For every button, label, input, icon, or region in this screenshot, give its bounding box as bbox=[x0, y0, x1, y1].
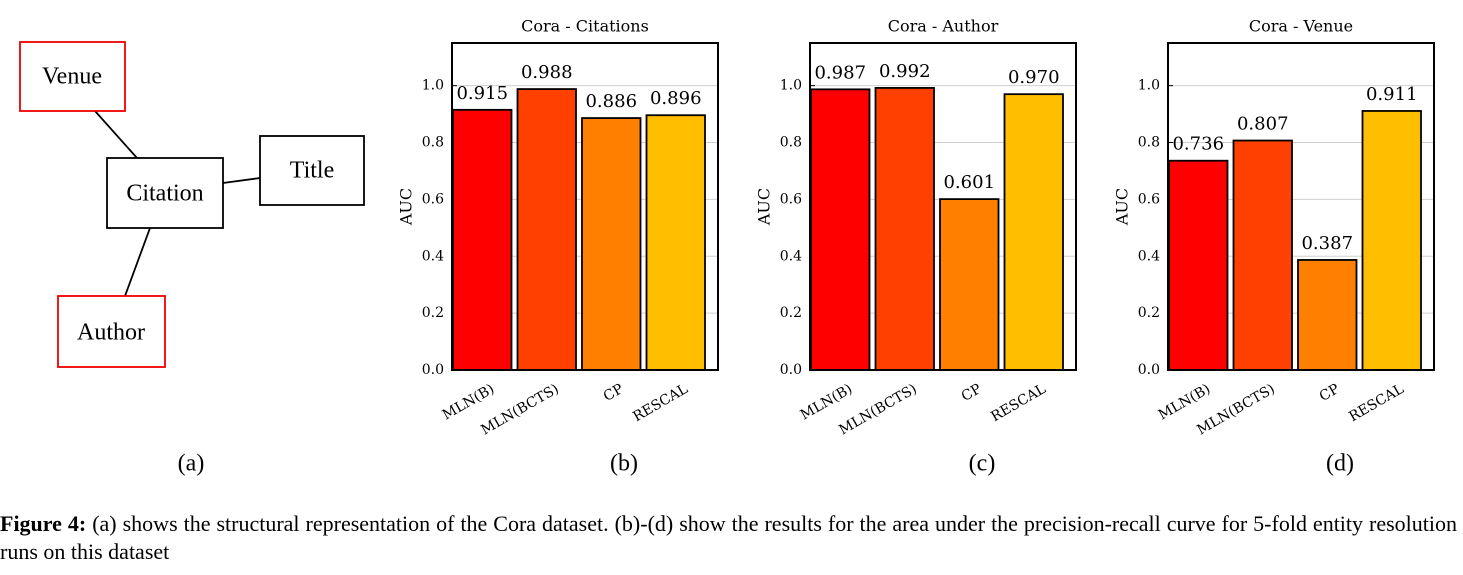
node-box bbox=[57, 295, 166, 368]
y-tick-label: 0.0 bbox=[422, 362, 444, 378]
y-tick-label: 0.8 bbox=[1138, 135, 1160, 151]
y-tick-label: 0.6 bbox=[422, 191, 444, 207]
x-tick-label: MLN(B) bbox=[798, 381, 855, 423]
axes-frame bbox=[1167, 42, 1435, 371]
y-tick-label: 1.0 bbox=[422, 78, 444, 94]
x-tick-label: MLN(B) bbox=[1156, 381, 1213, 423]
y-tick-label: 0.4 bbox=[422, 248, 444, 264]
value-label: 0.886 bbox=[585, 91, 637, 112]
y-tick-label: 0.8 bbox=[422, 135, 444, 151]
bar bbox=[1168, 159, 1229, 371]
x-tick-label: CP bbox=[601, 381, 626, 405]
bar bbox=[1003, 93, 1064, 371]
y-tick-label: 1.0 bbox=[1138, 78, 1160, 94]
value-label: 0.807 bbox=[1237, 114, 1289, 135]
y-tick-label: 0.4 bbox=[780, 248, 802, 264]
axes-frame bbox=[809, 42, 1077, 371]
y-axis-label: AUC bbox=[1113, 188, 1132, 226]
bar bbox=[1297, 259, 1358, 371]
value-label: 0.736 bbox=[1172, 134, 1224, 155]
bar bbox=[874, 87, 935, 371]
node-label: Title bbox=[290, 158, 334, 184]
y-tick-label: 0.2 bbox=[780, 305, 802, 321]
chart-title: Cora - Venue bbox=[1249, 17, 1353, 36]
y-tick-label: 0.2 bbox=[422, 305, 444, 321]
caption-label: Figure 4: bbox=[0, 511, 87, 536]
edge bbox=[124, 227, 151, 297]
figure: Venue Citation Title Author (a) 0.0 0.2 0.… bbox=[19, 17, 1435, 477]
panel-label: (c) bbox=[969, 451, 996, 477]
node-label: Venue bbox=[42, 64, 102, 90]
y-tick-label: 1.0 bbox=[780, 78, 802, 94]
value-label: 0.896 bbox=[650, 88, 702, 109]
y-tick-label: 0.2 bbox=[1138, 305, 1160, 321]
y-tick-label: 0.0 bbox=[1138, 362, 1160, 378]
bar bbox=[1232, 139, 1293, 371]
value-label: 0.601 bbox=[943, 172, 995, 193]
caption-text: (a) shows the structural representation … bbox=[0, 511, 1458, 564]
node-box bbox=[106, 157, 224, 229]
panel-label: (a) bbox=[178, 451, 205, 477]
x-tick-label: RESCAL bbox=[988, 381, 1048, 425]
node-box bbox=[259, 135, 365, 206]
x-tick-label: RESCAL bbox=[1346, 381, 1406, 425]
x-tick-label: CP bbox=[959, 381, 984, 405]
axes-frame bbox=[451, 42, 719, 371]
bar bbox=[939, 198, 1000, 371]
chart: 0.00.20.40.60.81.00.987MLN(B)0.992MLN(BC… bbox=[755, 17, 1077, 477]
node-label: Author bbox=[77, 320, 145, 346]
value-label: 0.970 bbox=[1008, 67, 1060, 88]
bar bbox=[452, 108, 513, 371]
y-tick-label: 0.6 bbox=[780, 191, 802, 207]
value-label: 0.915 bbox=[456, 83, 508, 104]
panel-label: (b) bbox=[610, 451, 638, 477]
y-tick-label: 0.0 bbox=[780, 362, 802, 378]
value-label: 0.387 bbox=[1301, 233, 1353, 254]
x-tick-label: MLN(B) bbox=[440, 381, 497, 423]
x-tick-label: CP bbox=[1317, 381, 1342, 405]
chart-title: Cora - Citations bbox=[521, 17, 649, 36]
value-label: 0.911 bbox=[1366, 84, 1418, 105]
chart-title: Cora - Author bbox=[888, 17, 999, 36]
edge bbox=[94, 110, 138, 159]
node-label: Citation bbox=[126, 181, 203, 207]
value-label: 0.988 bbox=[521, 62, 573, 83]
y-axis-label: AUC bbox=[397, 188, 416, 226]
bar bbox=[645, 114, 706, 371]
bar bbox=[810, 88, 871, 371]
y-tick-label: 0.8 bbox=[780, 135, 802, 151]
panel-label: (d) bbox=[1326, 451, 1354, 477]
bar bbox=[1361, 110, 1422, 371]
value-label: 0.992 bbox=[879, 61, 931, 82]
value-label: 0.987 bbox=[814, 62, 866, 83]
y-tick-label: 0.4 bbox=[1138, 248, 1160, 264]
y-tick-label: 0.6 bbox=[1138, 191, 1160, 207]
y-axis-label: AUC bbox=[755, 188, 774, 226]
chart: 0.00.20.40.60.81.0 0.915MLN(B)0.988MLN(BC… bbox=[397, 17, 719, 477]
bar bbox=[581, 117, 642, 371]
bar bbox=[516, 88, 577, 371]
diagram: Venue Citation Title Author (a) bbox=[19, 41, 365, 477]
edge bbox=[222, 177, 261, 184]
node-box bbox=[19, 41, 126, 112]
caption: Figure 4: (a) shows the structural repre… bbox=[0, 510, 1457, 566]
chart: 0.00.20.40.60.81.00.736MLN(B)0.807MLN(BC… bbox=[1113, 17, 1435, 477]
x-tick-label: RESCAL bbox=[630, 381, 690, 425]
